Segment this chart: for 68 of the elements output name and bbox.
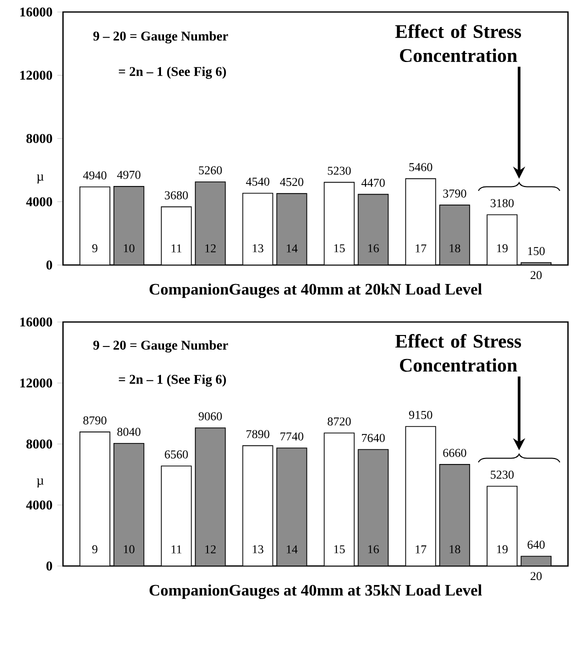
data-label: 3790 — [443, 189, 466, 198]
annotation: 15 — [334, 545, 345, 554]
annotation: 13 — [252, 244, 264, 252]
annotation: 9 – 20 = Gauge Number — [93, 340, 228, 353]
data-label: 9150 — [409, 410, 432, 419]
annotation: 17 — [416, 244, 426, 252]
annotation: 12 — [205, 244, 216, 252]
annotation: 11 — [172, 545, 182, 554]
y-tick-label: 12000 — [20, 378, 52, 388]
data-label: 150 — [528, 247, 545, 256]
annotation: 14 — [286, 545, 298, 554]
annotation: 10 — [124, 244, 134, 252]
data-label: 5260 — [199, 166, 222, 174]
data-label: 4940 — [83, 171, 106, 180]
y-tick-label: 16000 — [20, 8, 52, 17]
data-label: 4540 — [246, 178, 270, 186]
data-label: 640 — [528, 540, 545, 549]
annotation: 19 — [497, 545, 508, 554]
annotation: 18 — [450, 545, 460, 554]
data-label: 6660 — [443, 448, 466, 457]
data-label: 7640 — [362, 434, 385, 442]
text: 20 — [530, 271, 542, 280]
annotation: 9 – 20 = Gauge Number — [93, 31, 228, 44]
data-label: 7740 — [280, 432, 304, 440]
data-label: 9060 — [198, 412, 222, 420]
annotation: 17 — [416, 545, 426, 554]
data-label: 4470 — [361, 178, 385, 187]
annotation: 9 — [92, 244, 98, 252]
y-tick-label: 0 — [46, 260, 52, 270]
annotation: 16 — [368, 244, 379, 252]
data-label: 7890 — [246, 430, 270, 438]
data-label: 5230 — [490, 470, 514, 479]
annotation: Effect of Stress Concentration — [395, 24, 522, 62]
y-tick-label: 4000 — [26, 500, 52, 510]
y-tick-label: 0 — [46, 562, 52, 570]
y-tick-label: 16000 — [20, 318, 52, 327]
y-tick-label: 12000 — [20, 70, 52, 80]
annotation: = 2n – 1 (See Fig 6) — [118, 66, 226, 79]
annotation: 18 — [450, 244, 460, 252]
data-label: 3180 — [490, 199, 514, 208]
annotation: 12 — [205, 545, 216, 554]
annotation: Effect of Stress Concentration — [395, 334, 522, 372]
annotation: = 2n – 1 (See Fig 6) — [118, 374, 226, 387]
annotation: 15 — [334, 244, 345, 252]
annotation: 13 — [252, 545, 264, 554]
data-label: 8720 — [328, 417, 351, 426]
text: 20 — [530, 572, 542, 580]
data-label: 5460 — [409, 163, 432, 172]
data-label: 4520 — [280, 178, 304, 186]
y-axis-title: µ — [36, 174, 44, 184]
data-label: 3680 — [164, 191, 188, 200]
data-label: 8790 — [83, 416, 106, 424]
annotation: 11 — [172, 244, 182, 252]
annotation: 14 — [286, 244, 298, 252]
annotation: 9 — [92, 545, 98, 554]
x-axis-title: CompanionGauges at 40mm at 20kN Load Level — [150, 283, 482, 298]
annotation: 19 — [497, 244, 508, 252]
x-axis-title: CompanionGauges at 40mm at 35kN Load Level — [150, 584, 482, 600]
y-tick-label: 8000 — [26, 134, 52, 144]
data-label: 5230 — [328, 166, 351, 175]
annotation: 16 — [368, 545, 379, 554]
y-tick-label: 4000 — [26, 197, 52, 206]
data-label: 6560 — [164, 450, 188, 458]
y-tick-label: 8000 — [26, 440, 52, 448]
annotation: 10 — [124, 545, 134, 554]
data-label: 4970 — [117, 170, 140, 179]
y-axis-title: µ — [36, 478, 44, 488]
data-label: 8040 — [117, 428, 140, 436]
